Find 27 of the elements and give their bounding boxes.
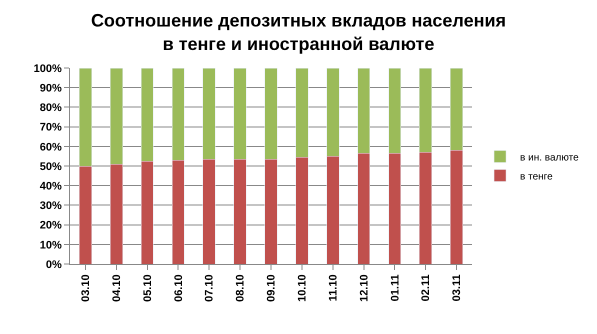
x-tick-label: 10.10 [296,274,308,302]
y-tick-label: 30% [40,200,62,212]
x-tick-label: 02.11 [420,274,432,302]
x-tick-label: 09.10 [266,274,278,302]
y-tick-label: 40% [40,180,62,192]
y-tick-label: 70% [40,122,62,134]
y-tick-label: 90% [40,82,62,94]
x-tick-label: 12.10 [358,274,370,302]
x-tick-label: 11.10 [327,274,340,302]
x-tick-label: 07.10 [204,274,216,302]
x-tick-label: 01.11 [389,274,402,302]
x-tick-label: 08.10 [234,274,247,302]
y-tick-label: 50% [40,160,62,173]
legend-label: в тенге [520,171,554,182]
chart-title: Соотношение депозитных вкладов населения в тенге и иностранной валюте [90,10,506,54]
x-tick-label: 03.10 [80,274,92,302]
y-tick-label: 60% [40,141,62,154]
x-tick-label: 03.11 [451,274,464,302]
legend-label: в ин. валюте [520,152,580,164]
x-tick-label: 05.10 [142,274,154,302]
y-tick-label: 100% [34,62,62,75]
y-tick-label: 80% [40,102,62,114]
x-tick-label: 06.10 [172,274,185,302]
y-tick-label: 0% [46,258,62,271]
x-tick-label: 04.10 [110,274,123,302]
y-tick-label: 20% [40,220,62,232]
y-tick-label: 10% [40,239,62,252]
